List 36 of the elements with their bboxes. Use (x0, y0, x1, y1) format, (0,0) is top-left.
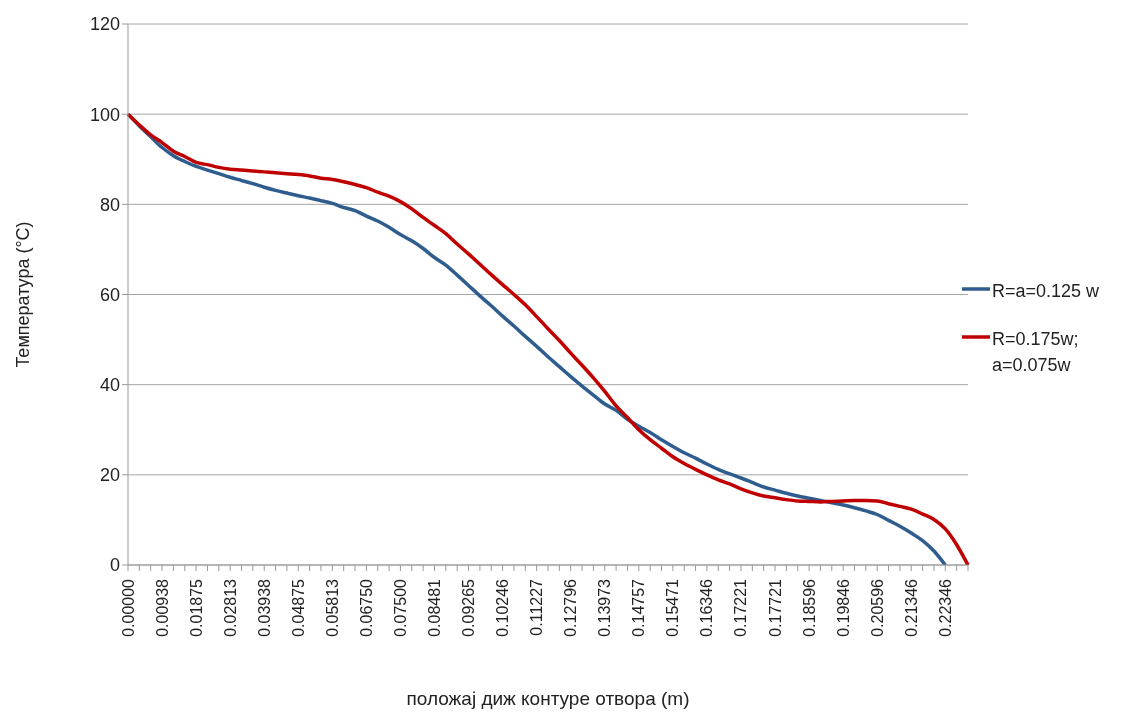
y-tick-label: 60 (99, 284, 120, 305)
legend-label: R=0.175w; a=0.075w (992, 328, 1080, 377)
x-tick-label: 0.01875 (187, 578, 205, 637)
x-tick-label: 0.13973 (596, 578, 614, 637)
y-tick-label: 100 (89, 104, 120, 125)
x-tick-label: 0.04875 (289, 578, 307, 637)
x-tick-label: 0.19846 (834, 578, 852, 637)
y-tick-label: 120 (89, 14, 120, 35)
x-tick-label: 0.00000 (119, 578, 137, 637)
legend-label: R=a=0.125 w (992, 280, 1101, 303)
x-tick-label: 0.15471 (664, 578, 682, 637)
x-tick-label: 0.06750 (357, 578, 375, 637)
x-tick-label: 0.05813 (323, 578, 341, 637)
y-tick-label: 20 (99, 465, 120, 486)
x-tick-label: 0.17221 (732, 578, 750, 637)
y-tick-label: 40 (99, 375, 120, 396)
x-tick-label: 0.17721 (766, 578, 784, 637)
x-tick-label: 0.02813 (221, 578, 239, 637)
x-tick-label: 0.00938 (153, 578, 171, 637)
x-tick-label: 0.22346 (936, 578, 954, 637)
y-tick-label: 0 (109, 555, 120, 576)
y-tick-label: 80 (99, 194, 120, 215)
x-tick-label: 0.16346 (698, 578, 716, 637)
x-tick-label: 0.09265 (460, 578, 478, 637)
x-tick-label: 0.14757 (630, 578, 648, 637)
x-tick-label: 0.03938 (255, 578, 273, 637)
x-tick-label: 0.08481 (425, 578, 443, 637)
x-tick-label: 0.10246 (494, 578, 512, 637)
x-tick-label: 0.07500 (391, 578, 409, 637)
x-axis-title: положај диж контуре отвора (m) (406, 688, 690, 709)
x-tick-label: 0.12796 (562, 578, 580, 637)
x-tick-label: 0.11227 (528, 578, 546, 636)
x-tick-label: 0.18596 (800, 578, 818, 637)
x-tick-label: 0.20596 (868, 578, 886, 637)
y-axis-title: Температура (°C) (13, 221, 34, 368)
x-tick-label: 0.21346 (902, 578, 920, 637)
